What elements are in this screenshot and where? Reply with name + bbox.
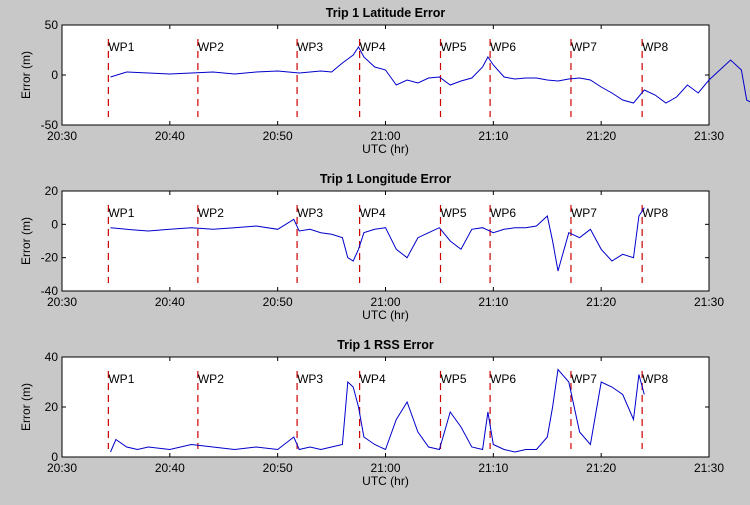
waypoint-label-wp3: WP3 [297, 40, 323, 54]
waypoint-label-wp1: WP1 [108, 206, 134, 220]
waypoint-label-wp5: WP5 [440, 40, 466, 54]
x-tick-label: 20:50 [263, 295, 293, 309]
waypoint-label-wp6: WP6 [490, 40, 516, 54]
x-axis-label: UTC (hr) [362, 308, 409, 322]
waypoint-label-wp5: WP5 [440, 206, 466, 220]
x-tick-label: 21:20 [586, 129, 616, 143]
chart-title: Trip 1 Latitude Error [326, 6, 446, 20]
y-axis-label: Error (m) [19, 51, 33, 99]
subplot-3: Trip 1 RSS Error 20:30 20:40 20:50 21:00 21:1… [19, 338, 724, 488]
waypoint-label-wp6: WP6 [490, 206, 516, 220]
waypoint-label-wp5: WP5 [440, 372, 466, 386]
waypoint-label-wp2: WP2 [198, 372, 224, 386]
waypoint-label-wp6: WP6 [490, 372, 516, 386]
y-axis-label: Error (m) [19, 383, 33, 431]
subplot-2: Trip 1 Longitude Error 20:30 20:40 20:50 21:… [19, 172, 724, 322]
series-line [110, 46, 750, 104]
y-axis-label: Error (m) [19, 217, 33, 265]
x-tick-label: 20:30 [47, 295, 77, 309]
y-tick-label: 40 [45, 350, 59, 364]
x-tick-label: 21:10 [478, 295, 508, 309]
x-tick-label: 20:40 [155, 461, 185, 475]
waypoint-label-wp8: WP8 [642, 372, 668, 386]
waypoint-label-wp7: WP7 [571, 40, 597, 54]
waypoint-label-wp8: WP8 [642, 206, 668, 220]
x-tick-label: 21:00 [370, 461, 400, 475]
waypoint-label-wp3: WP3 [297, 372, 323, 386]
waypoint-label-wp1: WP1 [108, 40, 134, 54]
x-tick-label: 21:10 [478, 461, 508, 475]
waypoint-label-wp4: WP4 [360, 206, 386, 220]
y-tick-label: -20 [41, 251, 59, 265]
x-axis-label: UTC (hr) [362, 474, 409, 488]
waypoint-label-wp4: WP4 [360, 372, 386, 386]
y-tick-label: -40 [41, 284, 59, 298]
x-tick-label: 21:20 [586, 461, 616, 475]
chart-title: Trip 1 Longitude Error [320, 172, 451, 186]
x-tick-label: 20:40 [155, 129, 185, 143]
x-tick-label: 20:40 [155, 295, 185, 309]
y-tick-label: 0 [51, 217, 58, 231]
y-tick-label: 50 [45, 18, 59, 32]
waypoint-label-wp2: WP2 [198, 206, 224, 220]
y-tick-label: 0 [51, 68, 58, 82]
y-tick-label: 20 [45, 184, 59, 198]
waypoint-label-wp7: WP7 [571, 372, 597, 386]
y-tick-label: -50 [41, 118, 59, 132]
x-tick-label: 20:30 [47, 461, 77, 475]
waypoint-label-wp3: WP3 [297, 206, 323, 220]
y-tick-label: 0 [51, 450, 58, 464]
x-tick-label: 20:50 [263, 129, 293, 143]
x-tick-label: 21:00 [370, 129, 400, 143]
waypoint-label-wp2: WP2 [198, 40, 224, 54]
x-tick-label: 21:30 [694, 295, 724, 309]
x-axis-label: UTC (hr) [362, 142, 409, 156]
x-tick-label: 21:10 [478, 129, 508, 143]
waypoint-label-wp7: WP7 [571, 206, 597, 220]
subplot-1: Trip 1 Latitude Error 20:30 20:40 20:50 21:0… [19, 6, 750, 156]
x-tick-label: 21:00 [370, 295, 400, 309]
waypoint-label-wp1: WP1 [108, 372, 134, 386]
series-line [110, 207, 645, 272]
x-tick-label: 21:30 [694, 461, 724, 475]
x-tick-label: 20:30 [47, 129, 77, 143]
plot-area [61, 24, 710, 126]
chart-title: Trip 1 RSS Error [337, 338, 434, 352]
waypoint-label-wp8: WP8 [642, 40, 668, 54]
waypoint-label-wp4: WP4 [360, 40, 386, 54]
y-tick-label: 20 [45, 400, 59, 414]
x-tick-label: 20:50 [263, 461, 293, 475]
x-tick-label: 21:20 [586, 295, 616, 309]
series-line [110, 368, 645, 453]
plot-area [61, 356, 710, 458]
x-tick-label: 21:30 [694, 129, 724, 143]
